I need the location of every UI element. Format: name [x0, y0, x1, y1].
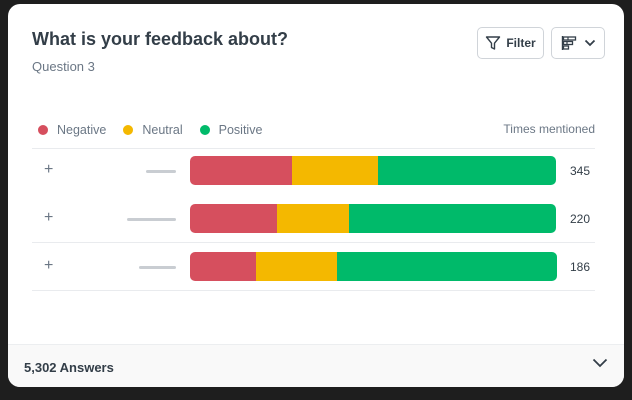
bar-segment-negative: [190, 156, 292, 185]
bar-segment-positive: [337, 252, 557, 281]
bar-segment-negative: [190, 252, 256, 281]
filter-icon: [486, 36, 501, 50]
times-mentioned-count: 220: [570, 212, 591, 226]
legend-item-positive: Positive: [199, 123, 263, 137]
feedback-card: What is your feedback about? Question 3 …: [8, 4, 624, 387]
divider: [32, 242, 595, 243]
legend-item-negative: Negative: [38, 123, 106, 137]
legend-label: Positive: [218, 123, 263, 137]
answers-footer[interactable]: 5,302 Answers: [8, 344, 624, 387]
filter-button[interactable]: Filter: [477, 27, 544, 59]
stacked-bar: [190, 252, 557, 281]
times-mentioned-count: 345: [570, 164, 591, 178]
divider: [32, 290, 595, 291]
legend-label: Negative: [57, 123, 107, 137]
neutral-dot-icon: [123, 125, 134, 135]
negative-dot-icon: [38, 125, 48, 135]
bar-segment-negative: [190, 204, 277, 233]
bar-segment-neutral: [277, 204, 349, 233]
times-mentioned-count: 186: [570, 260, 591, 274]
stacked-bar-chart-icon: [561, 36, 576, 50]
times-mentioned-header: Times mentioned: [503, 122, 595, 136]
filter-label: Filter: [506, 36, 536, 50]
answers-count: 5,302 Answers: [24, 360, 114, 375]
legend-item-neutral: Neutral: [123, 123, 183, 137]
chart-legend: Negative Neutral Positive: [38, 123, 279, 137]
expand-icon[interactable]: +: [44, 161, 54, 178]
stacked-bar: [190, 156, 556, 185]
legend-label: Neutral: [142, 123, 183, 137]
chart-type-dropdown[interactable]: [551, 27, 605, 59]
table-row: + 345: [32, 148, 595, 195]
label-placeholder: [139, 266, 176, 269]
question-number: Question 3: [32, 59, 95, 74]
bar-segment-neutral: [292, 156, 378, 185]
bar-segment-positive: [378, 156, 556, 185]
table-row: + 186: [32, 244, 595, 291]
chevron-down-icon: [584, 39, 595, 47]
label-placeholder: [127, 218, 176, 221]
bar-segment-positive: [349, 204, 556, 233]
expand-icon[interactable]: +: [44, 209, 54, 226]
page-title: What is your feedback about?: [32, 29, 289, 49]
divider: [32, 148, 595, 149]
expand-icon[interactable]: +: [44, 257, 54, 274]
label-placeholder: [146, 170, 176, 173]
bar-segment-neutral: [256, 252, 337, 281]
table-row: + 220: [32, 196, 595, 243]
positive-dot-icon: [199, 125, 210, 135]
chevron-down-icon[interactable]: [592, 358, 608, 368]
stacked-bar: [190, 204, 556, 233]
